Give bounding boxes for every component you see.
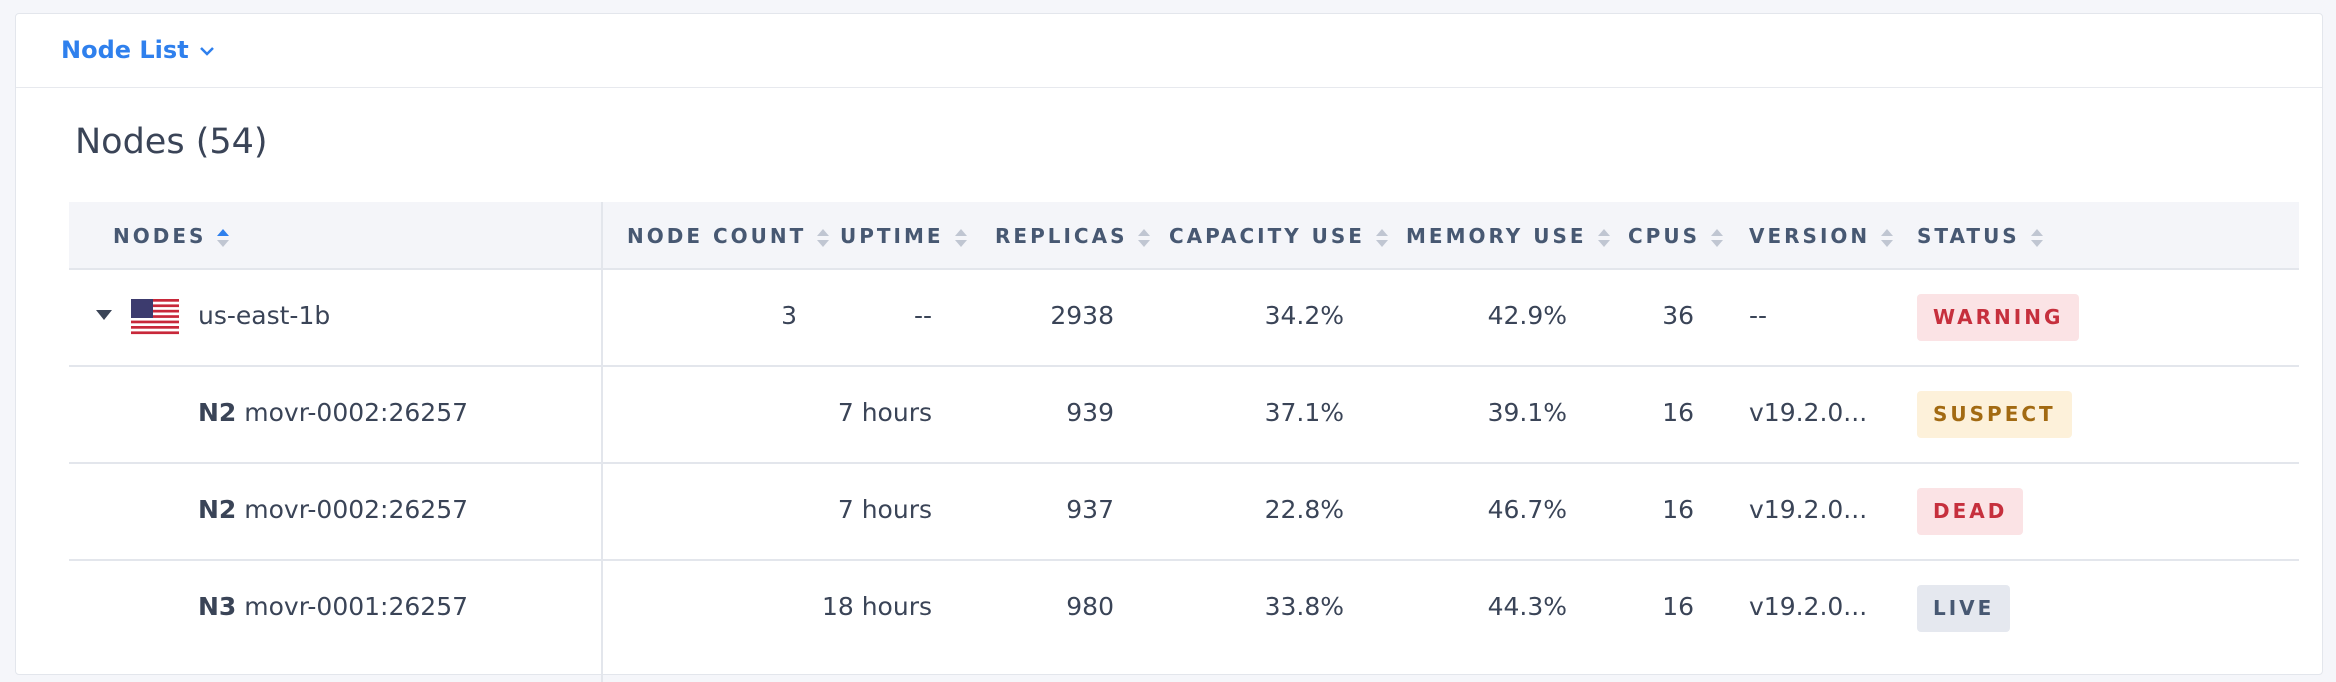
node-count: 3 bbox=[781, 300, 797, 330]
page-title: Nodes (54) bbox=[75, 122, 268, 162]
flag bbox=[131, 298, 179, 335]
sort-icon bbox=[2030, 228, 2043, 247]
sort-icon bbox=[1710, 228, 1723, 247]
column-header[interactable]: CAPACITY USE bbox=[1169, 224, 1389, 248]
memory: 46.7% bbox=[1487, 494, 1567, 524]
status-badge: DEAD bbox=[1917, 487, 2024, 535]
sort-icon bbox=[817, 228, 830, 247]
row-divider bbox=[69, 365, 2299, 367]
memory: 39.1% bbox=[1487, 397, 1567, 427]
node-id: N2 bbox=[198, 494, 237, 524]
node-id: N2 bbox=[198, 397, 237, 427]
column-header[interactable]: VERSION bbox=[1749, 224, 1894, 248]
column-header[interactable]: NODE COUNT bbox=[627, 224, 830, 248]
version: v19.2.0... bbox=[1749, 397, 1868, 427]
node-cell: N2 movr-0002:26257 bbox=[198, 398, 468, 427]
capacity: 34.2% bbox=[1264, 300, 1344, 330]
dropdown-label: Node List bbox=[61, 36, 189, 64]
uptime: 18 hours bbox=[821, 591, 932, 621]
row-divider bbox=[69, 559, 2299, 561]
cpus: 16 bbox=[1662, 397, 1694, 427]
node-address: movr-0002:26257 bbox=[244, 397, 468, 427]
column-header[interactable]: REPLICAS bbox=[995, 224, 1151, 248]
status-badge: WARNING bbox=[1917, 293, 2080, 341]
node-cell: N3 movr-0001:26257 bbox=[198, 592, 468, 621]
replicas: 937 bbox=[1066, 494, 1114, 524]
sort-icon bbox=[1881, 228, 1894, 247]
node-address: movr-0002:26257 bbox=[244, 494, 468, 524]
capacity: 33.8% bbox=[1264, 591, 1344, 621]
column-header[interactable]: CPUS bbox=[1628, 224, 1724, 248]
version: -- bbox=[1749, 300, 1768, 330]
replicas: 939 bbox=[1066, 397, 1114, 427]
status-badge: LIVE bbox=[1917, 584, 2011, 632]
sort-icon bbox=[1597, 228, 1610, 247]
column-header[interactable]: UPTIME bbox=[840, 224, 968, 248]
cpus: 36 bbox=[1662, 300, 1694, 330]
column-header[interactable]: NODES bbox=[113, 224, 230, 248]
sort-icon bbox=[217, 228, 230, 247]
sort-icon bbox=[954, 228, 967, 247]
node-cell: N2 movr-0002:26257 bbox=[198, 495, 468, 524]
page: Node List Nodes (54) NODES NODE COUNT UPTI… bbox=[15, 13, 2323, 682]
chevron bbox=[199, 47, 214, 56]
cpus: 16 bbox=[1662, 591, 1694, 621]
uptime: 7 hours bbox=[837, 494, 932, 524]
capacity: 22.8% bbox=[1264, 494, 1344, 524]
version: v19.2.0... bbox=[1749, 494, 1868, 524]
uptime: -- bbox=[913, 300, 932, 330]
status-badge: SUSPECT bbox=[1917, 390, 2072, 438]
sort-icon bbox=[1375, 228, 1388, 247]
column-header[interactable]: MEMORY USE bbox=[1406, 224, 1611, 248]
region-name: us-east-1b bbox=[198, 300, 331, 330]
node-id: N3 bbox=[198, 591, 237, 621]
cpus: 16 bbox=[1662, 494, 1694, 524]
sort-icon bbox=[1138, 228, 1151, 247]
node-address: movr-0001:26257 bbox=[244, 591, 468, 621]
row-divider bbox=[69, 462, 2299, 464]
top-bar: Node List bbox=[16, 14, 2322, 88]
node-list-dropdown[interactable]: Node List bbox=[61, 36, 215, 64]
panel: Node List Nodes (54) NODES NODE COUNT UPTI… bbox=[15, 13, 2323, 682]
header-bg bbox=[69, 202, 2299, 270]
divider bbox=[601, 202, 603, 682]
memory: 44.3% bbox=[1487, 591, 1567, 621]
column-header[interactable]: STATUS bbox=[1917, 224, 2044, 248]
replicas: 2938 bbox=[1050, 300, 1114, 330]
capacity: 37.1% bbox=[1264, 397, 1344, 427]
node-table: NODES NODE COUNT UPTIME REPLICAS CAPACITY US… bbox=[69, 202, 2299, 682]
uptime: 7 hours bbox=[837, 397, 932, 427]
replicas: 980 bbox=[1066, 591, 1114, 621]
version: v19.2.0... bbox=[1749, 591, 1868, 621]
memory: 42.9% bbox=[1487, 300, 1567, 330]
expand-toggle bbox=[96, 309, 112, 320]
